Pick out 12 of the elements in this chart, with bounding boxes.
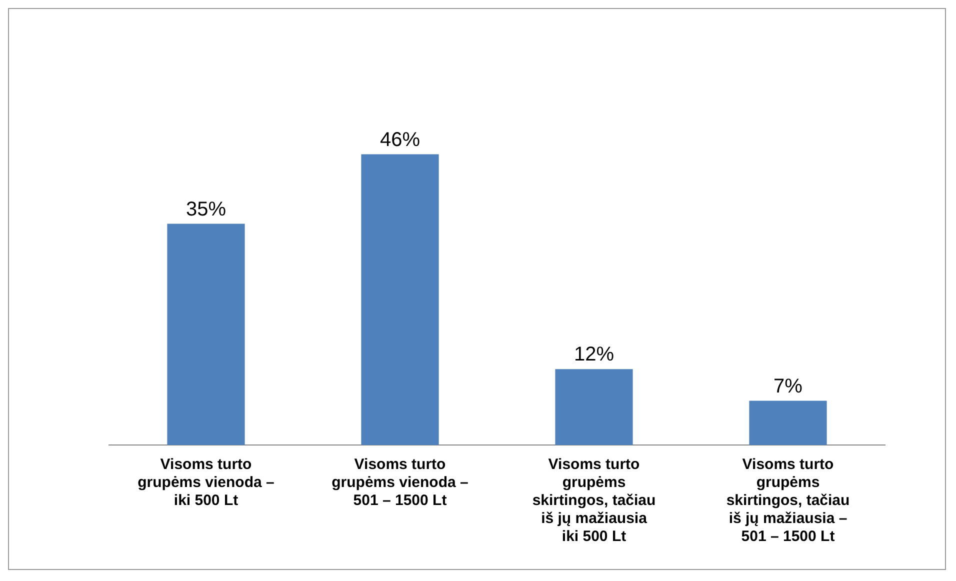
bar <box>749 400 827 445</box>
bar <box>167 224 245 445</box>
data-label: 12% <box>574 344 614 366</box>
x-tick-label: Visoms turto grupėms skirtingos, tačiau iš jų mažiausia iki 500 Lt <box>532 456 656 546</box>
data-label: 7% <box>774 375 803 398</box>
bar <box>361 154 439 445</box>
data-label: 35% <box>186 198 226 220</box>
x-tick-label: Visoms turto grupėms skirtingos, tačiau iš jų mažiausia – 501 – 1500 Lt <box>726 456 850 546</box>
x-tick-label: Visoms turto grupėms vienoda – iki 500 Lt <box>138 456 274 510</box>
data-label: 46% <box>380 128 420 151</box>
bar <box>555 369 633 445</box>
x-tick-label: Visoms turto grupėms vienoda – 501 – 1500 Lt <box>332 456 468 510</box>
